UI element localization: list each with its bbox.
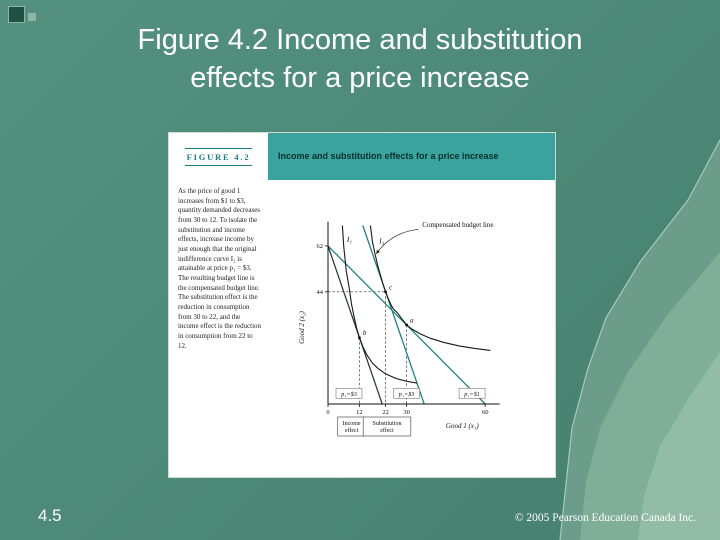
svg-text:22: 22 [382,409,389,416]
slide-title-line1: Figure 4.2 Income and substitution [137,24,583,56]
svg-text:Compensated budget line: Compensated budget line [422,221,493,229]
svg-text:I₂: I₂ [378,236,384,245]
bullet-square-small-icon [28,13,36,21]
svg-text:effect: effect [345,427,359,434]
svg-text:62: 62 [317,243,324,250]
svg-text:p₁=$3: p₁=$3 [398,391,415,398]
figure-header: FIGURE 4.2 Income and substitution effec… [169,133,555,180]
figure-body: As the price of good 1 increases from $1… [169,180,555,477]
svg-text:Good 2 (x₂): Good 2 (x₂) [298,310,306,343]
svg-text:a: a [410,316,414,324]
svg-text:30: 30 [403,409,410,416]
svg-text:Good 1 (x₁): Good 1 (x₁) [446,422,479,430]
svg-text:12: 12 [356,409,363,416]
svg-text:44: 44 [317,289,324,296]
svg-text:b: b [363,329,367,337]
svg-text:Substitution: Substitution [372,421,401,427]
figure-caption: As the price of good 1 increases from $1… [178,187,262,350]
figure-number-label: FIGURE 4.2 [184,147,253,166]
figure-number: FIGURE 4.2 [169,133,268,180]
figure-title-bar: Income and substitution effects for a pr… [268,133,555,180]
slide-title: Figure 4.2 Income and substitution effec… [30,22,690,97]
economics-graph: I₁ I₂ 44 62 0 12 22 30 60 p₁=$1 p₁=$3 p₁=$3 b c a Compe… [298,221,500,437]
copyright-notice: © 2005 Pearson Education Canada Inc. [514,512,696,524]
economics-graph-container: I₁ I₂ 44 62 0 12 22 30 60 p₁=$1 p₁=$3 p₁=$3 b c a Compe… [268,180,555,477]
svg-text:0: 0 [326,409,329,416]
slide-title-line2: effects for a price increase [190,61,530,94]
bullet-square-icon [8,6,25,23]
svg-text:c: c [389,283,393,291]
textbook-figure: FIGURE 4.2 Income and substitution effec… [168,132,556,478]
svg-text:p₁=$1: p₁=$1 [463,391,480,398]
svg-text:effect: effect [380,427,394,434]
svg-text:p₁=$3: p₁=$3 [340,391,357,398]
figure-title-text: Income and substitution effects for a pr… [278,151,499,162]
slide-page-number: 4.5 [38,506,62,525]
svg-text:I₁: I₁ [346,235,352,244]
svg-text:Income: Income [343,421,361,427]
svg-text:60: 60 [482,409,489,416]
